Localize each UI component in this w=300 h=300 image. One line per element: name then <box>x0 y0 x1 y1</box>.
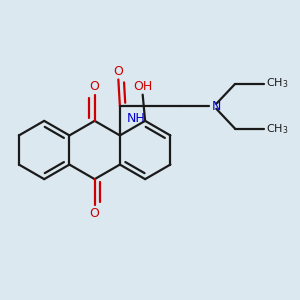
Text: OH: OH <box>133 80 152 93</box>
Text: O: O <box>113 65 123 78</box>
Text: O: O <box>90 80 100 93</box>
Text: CH$_3$: CH$_3$ <box>266 123 288 136</box>
Text: O: O <box>90 207 100 220</box>
Text: NH: NH <box>126 112 145 125</box>
Text: CH$_3$: CH$_3$ <box>266 76 288 90</box>
Text: N: N <box>212 100 221 113</box>
